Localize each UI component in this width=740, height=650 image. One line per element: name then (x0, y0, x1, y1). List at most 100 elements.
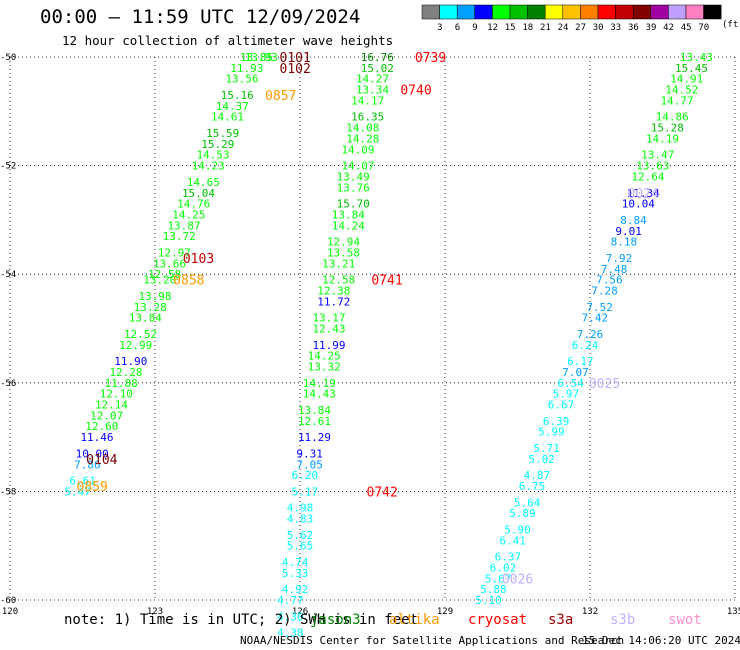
swh-data-label: 12.52 (124, 328, 157, 341)
swh-data-label: 7.26 (577, 328, 604, 341)
swh-data-label: 10.00 (76, 447, 109, 460)
swh-data-label: 6.20 (292, 469, 319, 482)
swh-data-label: 14.24 (332, 219, 365, 232)
x-tick-label: 135 (727, 607, 740, 617)
swh-data-label: 4.92 (282, 583, 309, 596)
swh-data-label: 14.09 (341, 143, 374, 156)
swh-data-label: 13.17 (312, 312, 345, 325)
footer-timestamp: 15 Dec 14:06:20 UTC 2024 (582, 634, 740, 647)
pass-time-label: 0741 (371, 274, 402, 289)
satellite-legend-item: cryosat (468, 612, 528, 628)
swh-data-label: 16.35 (351, 111, 384, 124)
swh-data-label: 14.27 (356, 73, 389, 86)
color-scale-label: 6 (455, 23, 460, 33)
swh-data-label: 14.08 (346, 122, 379, 135)
swh-data-label: 5.88 (480, 583, 507, 596)
swh-data-label: 15.04 (182, 187, 215, 200)
color-scale-label: 18 (522, 23, 533, 33)
swh-data-label: 11.88 (105, 377, 138, 390)
swh-data-label: 8.84 (620, 214, 647, 227)
swh-data-label: 14.65 (187, 176, 220, 189)
swh-data-label: 5.90 (504, 523, 531, 536)
swh-data-label: 13.63 (636, 160, 669, 173)
swh-data-label: 6.37 (495, 551, 522, 564)
swh-data-label: 4.38 (277, 627, 304, 640)
swh-data-label: 13.87 (167, 219, 200, 232)
swh-data-label: 4.74 (282, 556, 309, 569)
swh-data-label: 14.77 (660, 94, 693, 107)
swh-data-label: 12.58 (148, 268, 181, 281)
swh-data-label: 13.28 (134, 301, 167, 314)
swh-data-label: 15.02 (361, 62, 394, 75)
satellite-legend-item: jason3 (310, 612, 361, 628)
chart-subtitle: 12 hour collection of altimeter wave hei… (62, 33, 394, 48)
swh-data-label: 7.42 (582, 312, 609, 325)
swh-data-label: 14.19 (646, 132, 679, 145)
color-scale-swatch (703, 4, 722, 20)
swh-data-label: 12.28 (109, 366, 142, 379)
swh-data-label: 5.47 (64, 485, 91, 498)
swh-data-label: 13.58 (327, 246, 360, 259)
swh-data-label: 5.89 (509, 507, 536, 520)
pass-time-label: 0740 (400, 84, 431, 99)
swh-data-label: 11.46 (80, 431, 113, 444)
footer-note: note: 1) Time is in UTC; 2) SWH is in fe… (64, 612, 419, 628)
satellite-legend-item: s3b (610, 612, 636, 628)
swh-data-label: 9.31 (296, 447, 323, 460)
swh-data-label: 7.48 (601, 263, 628, 276)
swh-data-label: 4.87 (524, 469, 551, 482)
pass-time-label: 0857 (265, 89, 296, 104)
x-tick-label: 126 (292, 607, 308, 617)
swh-data-label: 13.49 (337, 170, 370, 183)
swh-data-label: 6.39 (543, 415, 570, 428)
swh-data-label: 6.24 (572, 339, 599, 352)
satellite-legend-item: swot (668, 612, 702, 628)
chart-title: 00:00 — 11:59 UTC 12/09/2024 (40, 6, 361, 28)
pass-time-label: 0859 (77, 480, 108, 495)
swh-data-label: 13.56 (225, 73, 258, 86)
color-scale-label: 12 (487, 23, 498, 33)
swh-data-label: 15.70 (337, 198, 370, 211)
x-tick-label: 123 (147, 607, 163, 617)
swh-data-label: 13.32 (308, 361, 341, 374)
color-scale-label: 30 (593, 23, 604, 33)
swh-data-label: 14.37 (216, 100, 249, 113)
swh-data-label: 13.84 (129, 312, 162, 325)
swh-data-label: 11.90 (114, 355, 147, 368)
color-scale-label: 70 (698, 23, 709, 33)
pass-time-label: 0024 (628, 187, 659, 202)
swh-data-label: 12.58 (322, 274, 355, 287)
swh-data-label: 6.61 (69, 475, 96, 488)
swh-data-label: 6.41 (499, 534, 526, 547)
swh-data-label: 13.34 (356, 84, 389, 97)
swh-data-label: 12.43 (312, 323, 345, 336)
pass-time-label: 0104 (86, 453, 117, 468)
swh-data-label: 11.99 (312, 339, 345, 352)
swh-data-label: 5.10 (475, 594, 502, 607)
swh-data-label: 13.98 (138, 290, 171, 303)
swh-data-label: 13.76 (337, 181, 370, 194)
swh-data-label: 12.64 (631, 170, 664, 183)
swh-data-label: 5.33 (282, 567, 309, 580)
color-scale-label: 3 (437, 23, 442, 33)
swh-data-label: 14.25 (172, 208, 205, 221)
x-tick-label: 120 (2, 607, 18, 617)
swh-data-label: 5.62 (287, 529, 314, 542)
swh-data-label: 10.04 (622, 198, 655, 211)
swh-data-label: 15.28 (651, 122, 684, 135)
swh-data-label: 14.86 (656, 111, 689, 124)
swh-data-label: 7.52 (586, 301, 613, 314)
swh-data-label: 11.72 (317, 295, 350, 308)
swh-data-label: 12.94 (327, 236, 360, 249)
swh-data-label: 7.28 (591, 284, 618, 297)
swh-data-label: 8.18 (611, 236, 638, 249)
swh-data-label: 5.97 (553, 388, 580, 401)
swh-data-label: 7.07 (562, 366, 589, 379)
swh-data-label: 4.77 (277, 594, 304, 607)
swh-data-label: 11.93 (230, 62, 263, 75)
swh-data-label: 14.76 (177, 198, 210, 211)
swh-data-label: 11.34 (627, 187, 660, 200)
color-scale-units: (ft) (722, 20, 740, 30)
color-scale-label: 36 (628, 23, 639, 33)
